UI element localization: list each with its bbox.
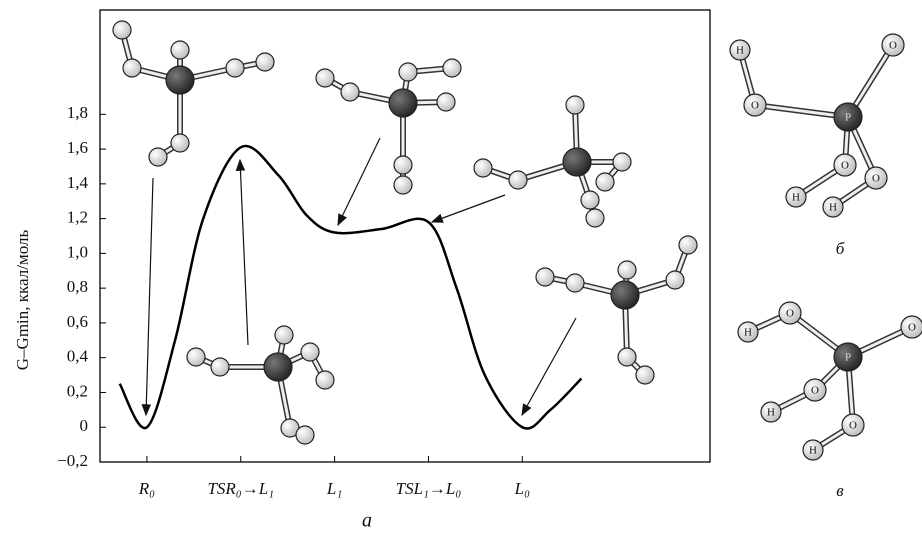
x-tick-label: L₁ — [326, 479, 342, 498]
atom — [566, 96, 584, 114]
atom — [264, 353, 292, 381]
atom — [256, 53, 274, 71]
y-tick-label: 1,6 — [67, 138, 88, 157]
energy-curve — [120, 146, 582, 429]
atom — [211, 358, 229, 376]
y-tick-label: 1,2 — [67, 208, 88, 227]
atom — [636, 366, 654, 384]
arrow — [432, 195, 505, 222]
atom — [586, 209, 604, 227]
atom — [509, 171, 527, 189]
atom-label: O — [786, 308, 794, 320]
atom-label: O — [751, 100, 759, 112]
atom — [474, 159, 492, 177]
atom — [341, 83, 359, 101]
y-axis-label: G–Gmin, ккал/моль — [13, 230, 32, 371]
atom — [394, 156, 412, 174]
panel-label: в — [836, 481, 844, 500]
y-tick-label: −0,2 — [57, 451, 88, 470]
atom — [679, 236, 697, 254]
atom — [399, 63, 417, 81]
panel-label: б — [836, 239, 845, 258]
y-tick-label: 0 — [80, 416, 89, 435]
atom-label: O — [849, 420, 857, 432]
atom — [581, 191, 599, 209]
atom — [613, 153, 631, 171]
atom — [389, 89, 417, 117]
atom — [149, 148, 167, 166]
x-tick-label: L₀ — [514, 479, 530, 498]
atom — [296, 426, 314, 444]
y-tick-label: 1,8 — [67, 103, 88, 122]
atom — [171, 134, 189, 152]
atom-label: H — [767, 407, 775, 419]
x-tick-label: R₀ — [138, 479, 155, 498]
atom-label: P — [845, 352, 851, 364]
atom — [666, 271, 684, 289]
y-tick-label: 0,6 — [67, 312, 88, 331]
atom-label: O — [841, 160, 849, 172]
atom — [536, 268, 554, 286]
atom — [166, 66, 194, 94]
atom — [187, 348, 205, 366]
figure: P O H O O H O H P O H O O H O H G–Gmin, ккал/моль а б в… — [0, 0, 922, 535]
atom-label: O — [811, 385, 819, 397]
atom-label: H — [792, 192, 800, 204]
atom — [437, 93, 455, 111]
atom — [443, 59, 461, 77]
atom — [596, 173, 614, 191]
atom — [394, 176, 412, 194]
x-tick-label: TSL₁→L₀ — [396, 479, 462, 498]
y-tick-label: 1,0 — [67, 242, 88, 261]
atom-label: O — [908, 322, 916, 334]
arrow — [240, 160, 248, 345]
atom-label: O — [889, 40, 897, 52]
atom-label: H — [829, 202, 837, 214]
atom — [226, 59, 244, 77]
atom-label: H — [736, 45, 744, 57]
atom — [563, 148, 591, 176]
atom — [618, 261, 636, 279]
atom-label: H — [809, 445, 817, 457]
atom — [171, 41, 189, 59]
atom — [316, 371, 334, 389]
atom — [316, 69, 334, 87]
y-tick-label: 0,8 — [67, 277, 88, 296]
atom — [618, 348, 636, 366]
atom-label: O — [872, 173, 880, 185]
atom — [113, 21, 131, 39]
arrow — [522, 318, 576, 415]
atom — [275, 326, 293, 344]
atom — [123, 59, 141, 77]
caption: а — [362, 510, 372, 532]
atom — [301, 343, 319, 361]
y-tick-label: 0,2 — [67, 381, 88, 400]
atom — [566, 274, 584, 292]
arrow — [338, 138, 380, 225]
atom — [611, 281, 639, 309]
y-tick-label: 0,4 — [67, 347, 89, 366]
arrow — [146, 178, 153, 415]
atom-label: H — [744, 327, 752, 339]
x-tick-label: TSR₀→L₁ — [207, 479, 274, 498]
y-tick-label: 1,4 — [67, 173, 89, 192]
atom-label: P — [845, 112, 851, 124]
molecules: P O H O O H O H P O H O O H O H — [113, 21, 922, 460]
